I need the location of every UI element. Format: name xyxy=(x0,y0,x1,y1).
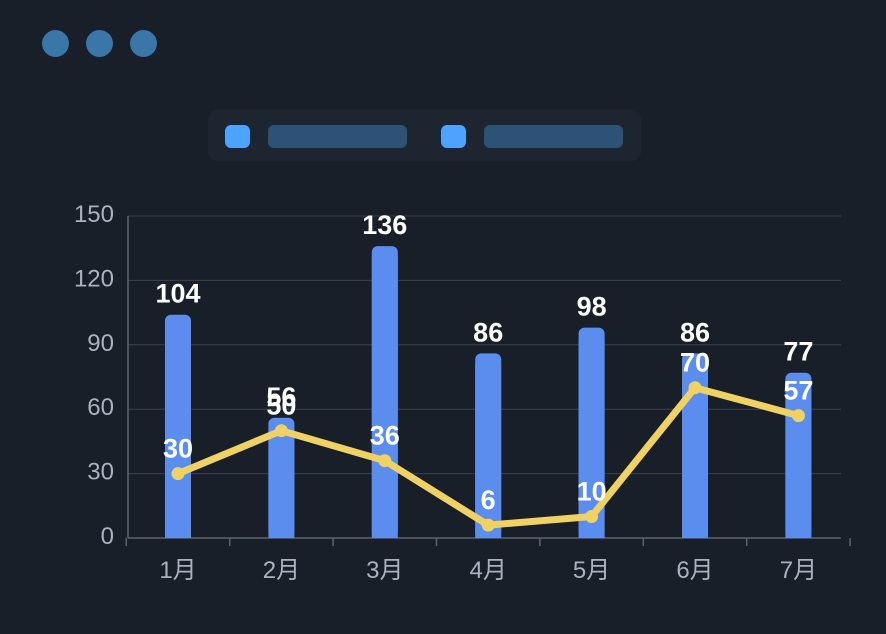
svg-text:30: 30 xyxy=(163,434,193,464)
svg-text:120: 120 xyxy=(74,265,114,292)
svg-text:136: 136 xyxy=(362,210,407,240)
svg-text:90: 90 xyxy=(87,330,114,357)
svg-text:104: 104 xyxy=(155,279,200,309)
svg-text:36: 36 xyxy=(370,421,400,451)
svg-text:30: 30 xyxy=(87,459,114,486)
svg-text:5月: 5月 xyxy=(573,557,610,584)
svg-text:2月: 2月 xyxy=(263,557,300,584)
svg-text:4月: 4月 xyxy=(470,557,507,584)
svg-text:6月: 6月 xyxy=(676,557,713,584)
svg-text:0: 0 xyxy=(101,523,114,550)
svg-text:3月: 3月 xyxy=(366,557,403,584)
svg-text:6: 6 xyxy=(481,485,496,515)
svg-text:7月: 7月 xyxy=(780,557,817,584)
svg-text:50: 50 xyxy=(266,391,296,421)
svg-text:1月: 1月 xyxy=(159,557,196,584)
svg-text:86: 86 xyxy=(680,317,710,347)
svg-text:86: 86 xyxy=(473,317,503,347)
svg-text:98: 98 xyxy=(577,292,607,322)
svg-text:150: 150 xyxy=(74,201,114,228)
svg-text:77: 77 xyxy=(783,337,813,367)
svg-text:10: 10 xyxy=(577,477,607,507)
svg-text:57: 57 xyxy=(783,376,813,406)
svg-text:70: 70 xyxy=(680,348,710,378)
svg-text:60: 60 xyxy=(87,394,114,421)
